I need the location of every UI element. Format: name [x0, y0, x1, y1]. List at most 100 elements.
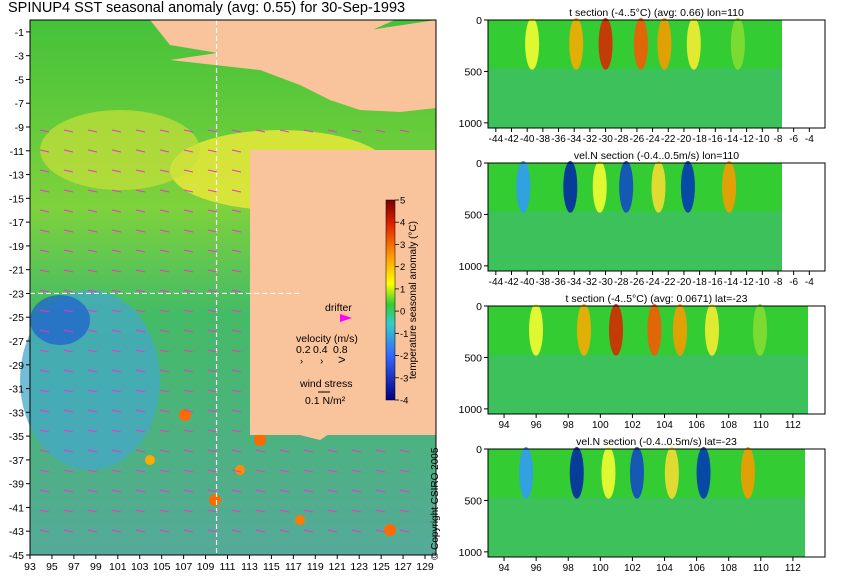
- y-tick-label: -35: [9, 431, 24, 443]
- x-tick-label: -8: [774, 277, 783, 288]
- wind-arrow: [63, 209, 74, 213]
- wind-arrow: [111, 149, 122, 153]
- wind-arrow: [207, 469, 218, 473]
- veln-section-lon-panel: vel.N section (-0.4..0.5m/s) lon=110 0 500…: [459, 150, 826, 288]
- wind-arrow: [39, 309, 50, 313]
- wind-arrow: [351, 449, 362, 453]
- wind-arrow: [231, 169, 242, 173]
- wind-arrow: [207, 249, 218, 253]
- wind-arrow: [135, 369, 146, 373]
- wind-arrow: [183, 349, 194, 353]
- colorbar-tick-label: -3: [400, 373, 408, 384]
- wind-arrow: [111, 309, 122, 313]
- y-tick-label: -37: [9, 455, 24, 467]
- wind-arrow: [207, 209, 218, 213]
- wind-arrow: [207, 429, 218, 433]
- colorbar-ticks: 5 4 3 2 1 0 -1 -2 -3 -4: [395, 196, 408, 407]
- section-frame: [487, 448, 826, 558]
- wind-arrow: [39, 449, 50, 453]
- section-feature: [516, 160, 531, 213]
- section-feature: [673, 303, 687, 356]
- wind-arrow: [183, 529, 194, 533]
- wind-arrow: [255, 449, 266, 453]
- wind-arrow: [303, 469, 314, 473]
- wind-arrow: [135, 489, 146, 493]
- wind-arrow: [303, 529, 314, 533]
- section-feature: [563, 160, 578, 213]
- x-tick-label: 111: [220, 561, 236, 573]
- wind-arrow: [39, 189, 50, 193]
- wind-arrow: [303, 509, 314, 513]
- x-tick-label: -38: [536, 277, 551, 288]
- wind-arrow: [111, 229, 122, 233]
- velocity-scale-value: 0.2: [296, 344, 311, 356]
- wind-arrow: [303, 129, 314, 133]
- warm-eddy: [254, 434, 266, 446]
- x-tick-label: 112: [785, 563, 801, 574]
- section-title: vel.N section (-0.4..0.5m/s) lat=-23: [576, 436, 737, 448]
- wind-arrow: [183, 269, 194, 273]
- wind-arrow: [207, 389, 218, 393]
- wind-arrow: [207, 509, 218, 513]
- x-tick-label: -4: [805, 134, 814, 145]
- y-tick-label: 0: [476, 15, 482, 27]
- y-tick-label: -45: [9, 550, 24, 562]
- wind-arrow: [159, 149, 170, 153]
- wind-arrow: [231, 389, 242, 393]
- wind-arrow: [39, 369, 50, 373]
- x-tick-label: 129: [416, 561, 434, 573]
- wind-arrow: [87, 469, 98, 473]
- wind-stress-value: 0.1 N/m²: [305, 395, 346, 407]
- wind-arrow: [159, 249, 170, 253]
- wind-arrow: [39, 469, 50, 473]
- wind-arrow: [375, 509, 386, 513]
- section-frame: [487, 162, 826, 272]
- colorbar-tick-label: -2: [400, 351, 408, 362]
- wind-arrow: [207, 409, 218, 413]
- section-feature: [525, 17, 540, 70]
- wind-arrow: [159, 289, 170, 293]
- wind-arrow: [111, 349, 122, 353]
- y-tick-label: -23: [9, 288, 24, 300]
- wind-arrow: [135, 429, 146, 433]
- x-tick-label: 104: [656, 420, 673, 431]
- wind-arrow: [327, 489, 338, 493]
- colorbar-tick-label: 5: [400, 196, 405, 207]
- section-title: t section (-4..5°C) (avg: 0.0671) lat=-2…: [566, 293, 748, 305]
- x-tick-label: -24: [645, 277, 660, 288]
- section-nodata: [782, 20, 825, 128]
- australia-interior: [250, 150, 436, 435]
- colorbar-tick-label: 2: [400, 262, 405, 273]
- wind-arrow: [279, 489, 290, 493]
- wind-arrow: [39, 389, 50, 393]
- main-title: SPINUP4 SST seasonal anomaly (avg: 0.55)…: [8, 0, 406, 16]
- wind-arrow: [183, 389, 194, 393]
- wind-arrow: [39, 409, 50, 413]
- x-tick-label: 109: [197, 561, 215, 573]
- cold-anomaly-patch: [30, 295, 90, 345]
- section-deep-layer: [488, 211, 825, 271]
- wind-arrow: [207, 289, 218, 293]
- wind-arrow: [255, 489, 266, 493]
- section-feature: [633, 17, 648, 70]
- wind-arrow: [111, 429, 122, 433]
- wind-arrow: [39, 269, 50, 273]
- y-tick-label: -11: [10, 146, 25, 158]
- section-deep-layer: [488, 354, 825, 414]
- wind-arrow: [279, 529, 290, 533]
- wind-arrow: [39, 429, 50, 433]
- x-tick-label: 113: [241, 561, 258, 573]
- wind-arrow: [207, 329, 218, 333]
- wind-arrow: [279, 449, 290, 453]
- wind-arrow: [183, 169, 194, 173]
- wind-arrow: [183, 189, 194, 193]
- wind-arrow: [87, 209, 98, 213]
- x-tick-label: 102: [624, 420, 641, 431]
- y-tick-label: -27: [9, 336, 24, 348]
- x-tick-label: -12: [739, 277, 754, 288]
- wind-arrow: [351, 529, 362, 533]
- wind-arrow: [207, 269, 218, 273]
- colorbar-tick-label: -1: [400, 329, 408, 340]
- wind-arrow: [111, 529, 122, 533]
- y-tick-label: 1000: [459, 261, 483, 273]
